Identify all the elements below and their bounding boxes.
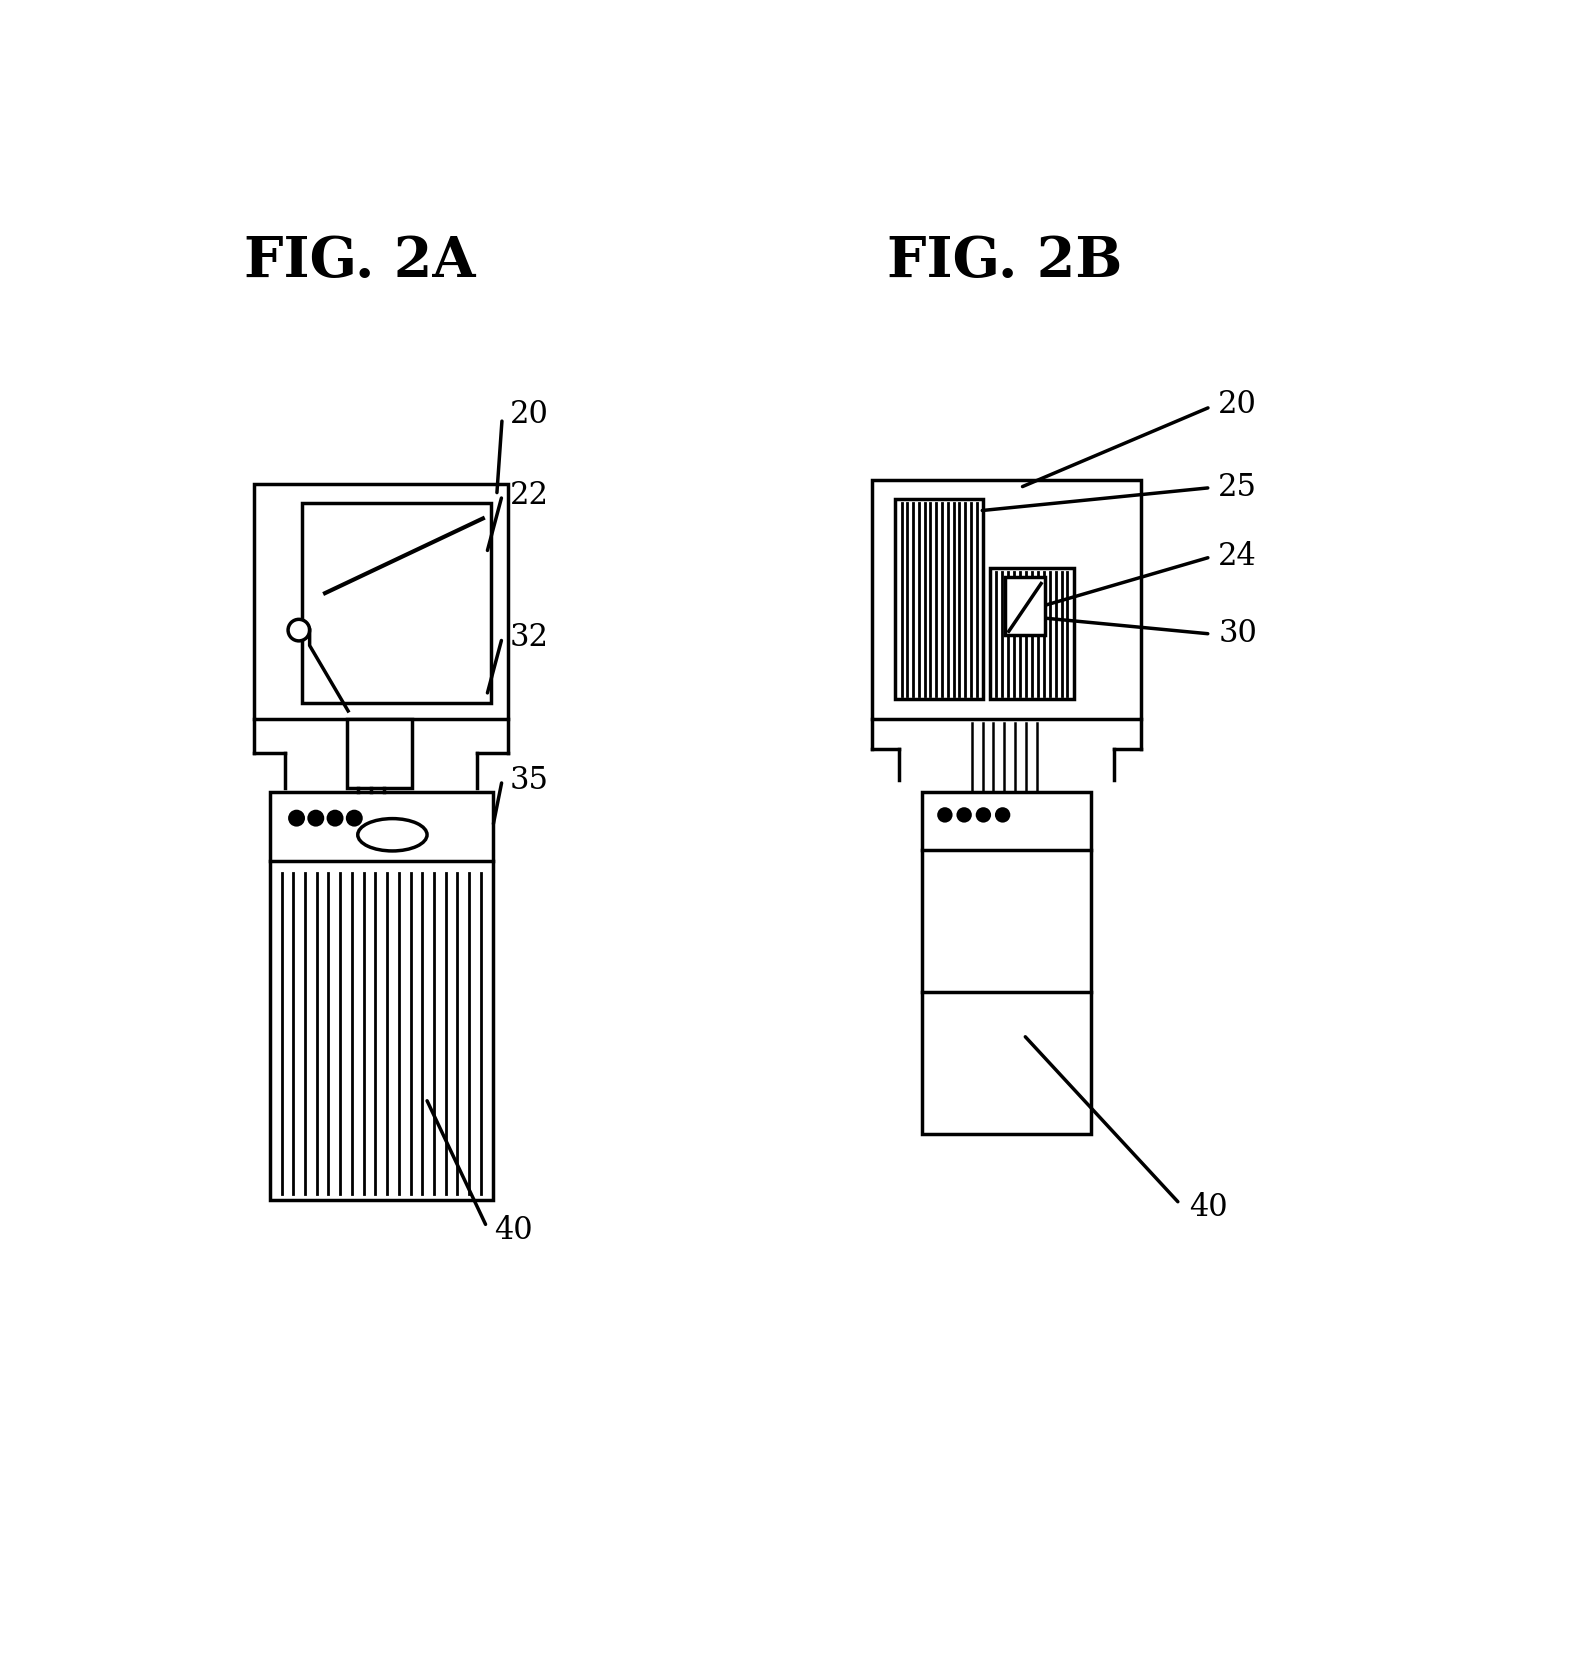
Text: 40: 40 bbox=[1189, 1191, 1227, 1223]
Ellipse shape bbox=[358, 819, 427, 850]
Text: 20: 20 bbox=[510, 399, 549, 429]
Text: FIG. 2A: FIG. 2A bbox=[244, 233, 475, 288]
Text: 40: 40 bbox=[494, 1215, 533, 1246]
Text: 22: 22 bbox=[510, 479, 549, 511]
Bar bbox=[921, 792, 1091, 1135]
Circle shape bbox=[288, 619, 310, 641]
Circle shape bbox=[326, 810, 344, 827]
Text: FIG. 2B: FIG. 2B bbox=[886, 233, 1122, 288]
Text: 35: 35 bbox=[510, 765, 549, 795]
Bar bbox=[269, 792, 492, 1200]
Bar bbox=[1005, 577, 1045, 636]
Bar bbox=[255, 484, 508, 719]
Text: 24: 24 bbox=[1219, 541, 1257, 572]
Bar bbox=[302, 503, 491, 704]
Text: 20: 20 bbox=[1219, 389, 1257, 419]
Bar bbox=[989, 567, 1075, 699]
Circle shape bbox=[937, 807, 953, 822]
Text: 25: 25 bbox=[1219, 473, 1257, 503]
Text: 30: 30 bbox=[1219, 619, 1257, 649]
Circle shape bbox=[956, 807, 972, 822]
Text: 32: 32 bbox=[510, 622, 549, 654]
Circle shape bbox=[288, 810, 306, 827]
Circle shape bbox=[975, 807, 991, 822]
Bar bbox=[872, 479, 1141, 719]
Bar bbox=[894, 499, 983, 699]
Circle shape bbox=[996, 807, 1010, 822]
Bar bbox=[347, 719, 412, 789]
Circle shape bbox=[307, 810, 325, 827]
Circle shape bbox=[345, 810, 363, 827]
